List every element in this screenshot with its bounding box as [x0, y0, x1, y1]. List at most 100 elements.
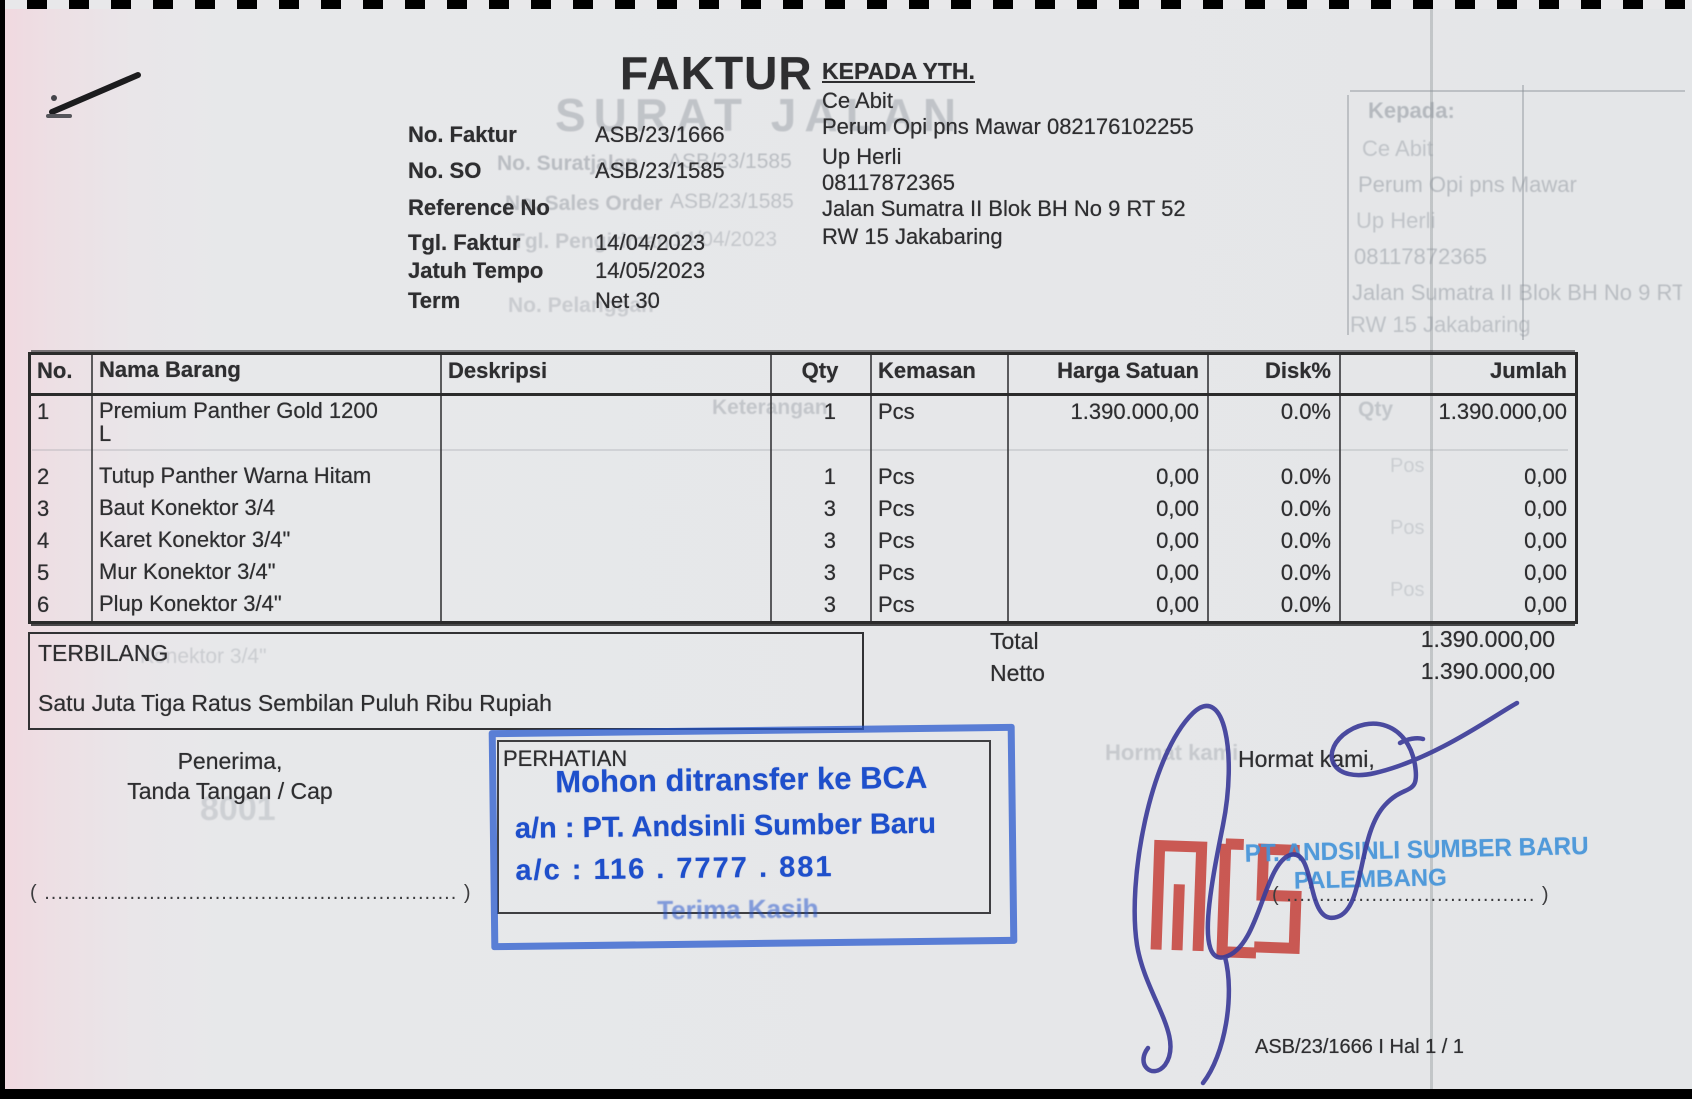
- field-value: Net 30: [595, 288, 660, 313]
- cell-harga: 0,00: [1007, 557, 1207, 589]
- terbilang-box: TERBILANG Satu Juta Tiga Ratus Sembilan …: [28, 632, 864, 730]
- cell-harga: 0,00: [1007, 461, 1207, 493]
- cell-kemasan: Pcs: [870, 461, 1007, 493]
- ghost-text: Up Herli: [1356, 208, 1436, 233]
- handwritten-signature: [1132, 700, 1520, 1086]
- cell-harga: 1.390.000,00: [1007, 396, 1207, 461]
- col-header-harga-satuan: Harga Satuan: [1007, 355, 1207, 393]
- recipient-line: Jalan Sumatra II Blok BH No 9 RT 52: [822, 196, 1186, 221]
- terbilang-text: Satu Juta Tiga Ratus Sembilan Puluh Ribu…: [38, 690, 552, 716]
- cell-qty: 1: [770, 396, 870, 461]
- cell-kemasan: Pcs: [870, 525, 1007, 557]
- table-row: 1 Premium Panther Gold 1200 L 1 Pcs 1.39…: [31, 396, 1575, 461]
- cell-nama: Plup Konektor 3/4": [91, 589, 440, 621]
- signature-dotted-line-left: ( ......................................…: [30, 882, 472, 904]
- ghost-text: ASB/23/1585: [670, 190, 794, 213]
- penerima-line1: Penerima,: [177, 748, 283, 774]
- cell-nama: Premium Panther Gold 1200 L: [91, 396, 440, 461]
- cell-jumlah: 0,00: [1339, 557, 1575, 589]
- cell-deskripsi: [440, 525, 770, 557]
- col-header-deskripsi: Deskripsi: [440, 355, 770, 393]
- hormat-kami: Hormat kami,: [1238, 746, 1375, 772]
- bank-transfer-stamp: Mohon ditransfer ke BCA a/n : PT. Andsin…: [488, 723, 1018, 951]
- field-label: Tgl. Faktur: [408, 230, 521, 255]
- cell-disk: 0.0%: [1207, 525, 1339, 557]
- cell-jumlah: 0,00: [1339, 493, 1575, 525]
- ghost-text: Pos: [1390, 455, 1425, 477]
- cell-qty: 3: [770, 589, 870, 621]
- field-label: Reference No: [408, 195, 550, 220]
- items-table: No. Nama Barang Deskripsi Qty Kemasan Ha…: [28, 352, 1578, 624]
- cell-disk: 0.0%: [1207, 493, 1339, 525]
- table-row: 6 Plup Konektor 3/4" 3 Pcs 0,00 0.0% 0,0…: [31, 589, 1575, 621]
- field-value: ASB/23/1666: [595, 122, 725, 147]
- table-row: 2 Tutup Panther Warna Hitam 1 Pcs 0,00 0…: [31, 461, 1575, 493]
- cell-nama: Tutup Panther Warna Hitam: [91, 461, 440, 493]
- netto-label: Netto: [990, 660, 1045, 686]
- field-label: No. Faktur: [408, 122, 517, 147]
- ghost-text: No. Pelanggan: [508, 294, 654, 317]
- total-label: Total: [990, 628, 1039, 654]
- stamp-line-1: Mohon ditransfer ke BCA: [555, 759, 928, 800]
- page-footer: ASB/23/1666 I Hal 1 / 1: [1255, 1036, 1465, 1058]
- ghost-text: 08117872365: [1354, 244, 1487, 269]
- cell-deskripsi: [440, 557, 770, 589]
- field-label: No. SO: [408, 158, 482, 183]
- cell-qty: 1: [770, 461, 870, 493]
- cell-deskripsi: [440, 461, 770, 493]
- total-value: 1.390.000,00: [1420, 626, 1555, 652]
- stamp-line-2: a/n : PT. Andsinli Sumber Baru: [514, 807, 937, 845]
- cell-no: 5: [37, 560, 50, 585]
- cell-jumlah: 1.390.000,00: [1339, 396, 1575, 461]
- col-header-disk: Disk%: [1207, 355, 1339, 393]
- ghost-text: Ce Abit: [1362, 136, 1433, 161]
- ghost-text: Pos: [1390, 517, 1425, 539]
- ghost-box-line-top: [1350, 90, 1685, 92]
- cell-no: 6: [37, 592, 50, 617]
- fold-line: [1430, 9, 1433, 1089]
- ghost-text: Jalan Sumatra II Blok BH No 9 RT 52: [1352, 280, 1682, 305]
- cell-nama: Baut Konektor 3/4: [91, 493, 440, 525]
- cell-no: 2: [37, 464, 50, 489]
- ghost-box-line-left: [1347, 95, 1349, 335]
- cell-jumlah: 0,00: [1339, 461, 1575, 493]
- cell-harga: 0,00: [1007, 493, 1207, 525]
- cell-harga: 0,00: [1007, 589, 1207, 621]
- perhatian-box: PERHATIAN: [497, 740, 991, 914]
- table-header-row: No. Nama Barang Deskripsi Qty Kemasan Ha…: [31, 355, 1575, 396]
- cell-qty: 3: [770, 493, 870, 525]
- field-value: 14/05/2023: [595, 258, 706, 283]
- cell-qty: 3: [770, 557, 870, 589]
- cell-nama: Karet Konektor 3/4": [91, 525, 440, 557]
- col-header-no: No.: [37, 358, 73, 383]
- ghost-text: RW 15 Jakabaring: [1350, 312, 1531, 337]
- terbilang-label: TERBILANG: [38, 640, 169, 666]
- field-label: Jatuh Tempo: [408, 258, 544, 283]
- netto-value: 1.390.000,00: [1420, 658, 1555, 684]
- company-monogram-stamp: [1150, 838, 1302, 959]
- recipient-line: Perum Opi pns Mawar 082176102255: [822, 114, 1194, 139]
- cell-no: 3: [37, 496, 50, 521]
- cell-no: 4: [37, 528, 50, 553]
- field-value: ASB/23/1585: [595, 158, 725, 183]
- cell-qty: 3: [770, 525, 870, 557]
- cell-kemasan: Pcs: [870, 557, 1007, 589]
- table-row: 4 Karet Konektor 3/4" 3 Pcs 0,00 0.0% 0,…: [31, 525, 1575, 557]
- recipient-heading: KEPADA YTH.: [822, 58, 975, 84]
- col-header-qty: Qty: [770, 355, 870, 393]
- ghost-text: Konektor 3/4": [140, 645, 267, 668]
- col-header-kemasan: Kemasan: [870, 355, 1007, 393]
- cell-kemasan: Pcs: [870, 589, 1007, 621]
- recipient-line: RW 15 Jakabaring: [822, 224, 1003, 249]
- ghost-text: Tgl. Pengiriman: [512, 230, 670, 253]
- cell-disk: 0.0%: [1207, 396, 1339, 461]
- staple: [46, 72, 141, 118]
- penerima-line2: Tanda Tangan / Cap: [127, 778, 333, 804]
- ghost-text: No. Sales Order: [505, 192, 663, 215]
- cell-deskripsi: [440, 589, 770, 621]
- recipient-line: 08117872365: [822, 170, 955, 195]
- paper-sheet: [5, 9, 1692, 1089]
- ghost-text: 14/04/2023: [672, 228, 778, 251]
- cell-disk: 0.0%: [1207, 589, 1339, 621]
